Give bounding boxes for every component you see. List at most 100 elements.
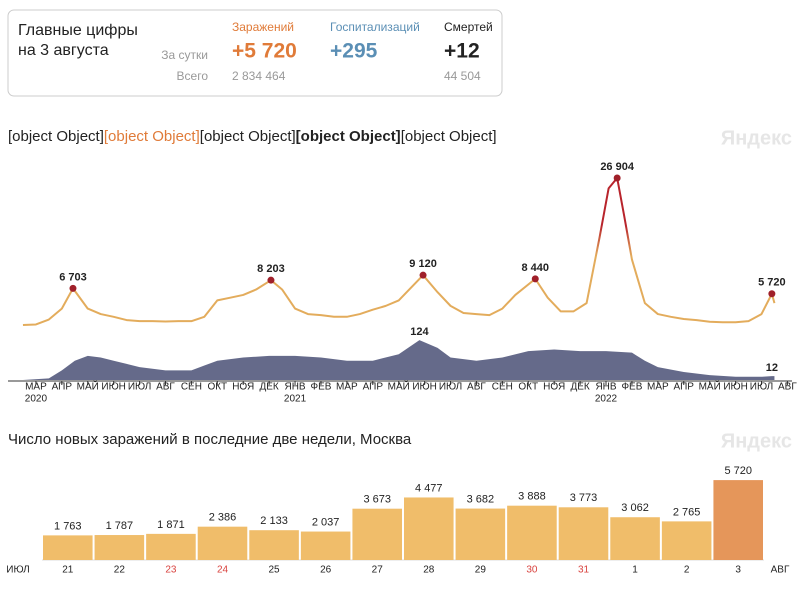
bar-value-label: 1 787 <box>106 520 134 532</box>
bar-value-label: 1 871 <box>157 519 185 531</box>
peak-label: 6 703 <box>59 271 87 283</box>
bar <box>43 535 93 560</box>
x-tick-label: 27 <box>372 565 384 576</box>
chart-title: [object Object][object Object][object Ob… <box>8 128 497 145</box>
bar <box>661 521 712 560</box>
bar-value-label: 2 133 <box>260 515 288 527</box>
bar <box>352 508 402 560</box>
summary-title: Главные цифры <box>18 22 138 39</box>
bar-value-label: 3 682 <box>467 493 495 505</box>
row-label: За сутки <box>161 48 208 62</box>
x-tick-label: ИЮН <box>412 382 437 393</box>
bar <box>300 531 351 560</box>
x-tick-label: СЕН <box>492 382 513 393</box>
x-tick-label: 28 <box>423 565 435 576</box>
bar-value-label: 3 773 <box>570 492 598 504</box>
x-tick-label: ДЕК <box>259 382 278 393</box>
peak-label: 8 440 <box>522 262 550 274</box>
x-tick-label: 25 <box>269 565 281 576</box>
peak-label: 5 720 <box>758 277 786 289</box>
peak-dot <box>69 284 77 292</box>
bar <box>197 526 248 560</box>
bar <box>507 505 557 560</box>
x-tick-label: 22 <box>114 565 126 576</box>
column-name: Госпитализаций <box>330 20 420 34</box>
x-tick-label: АПР <box>674 382 695 393</box>
title-part: [object Object] <box>200 128 296 145</box>
x-tick-label: ОКТ <box>518 382 538 393</box>
peak-label: 9 120 <box>409 258 437 270</box>
x-tick-label: ИЮН <box>101 382 126 393</box>
summary-title: на 3 августа <box>18 42 109 59</box>
x-tick-label: МАЙ <box>77 380 99 393</box>
x-tick-label: 30 <box>526 565 538 576</box>
bar <box>558 507 609 560</box>
row-label: Всего <box>177 69 209 83</box>
peak-dot <box>531 275 539 283</box>
x-tick-label: 23 <box>165 565 177 576</box>
infections-line <box>22 176 776 326</box>
x-tick-label: МАР <box>647 382 669 393</box>
bar-value-label: 3 888 <box>518 491 546 503</box>
x-tick-label: 26 <box>320 565 332 576</box>
x-tick-label: ИЮЛ <box>750 382 773 393</box>
x-tick-label: 31 <box>578 565 590 576</box>
bar <box>94 535 145 560</box>
x-tick-label: МАЙ <box>699 380 721 393</box>
title-part: [object Object] <box>401 128 497 145</box>
bar-value-label: 2 765 <box>673 506 701 518</box>
x-tick-label: ФЕВ <box>621 382 642 393</box>
year-label: 2021 <box>284 394 307 405</box>
daily-value: +295 <box>330 40 378 63</box>
x-tick-label: 2 <box>684 565 690 576</box>
x-tick-label: АВГ <box>778 382 797 393</box>
x-tick-label: ИЮЛ <box>439 382 462 393</box>
x-tick-label: АВГ <box>467 382 486 393</box>
x-tick-label: ИЮН <box>723 382 748 393</box>
bar-value-label: 3 062 <box>621 502 649 514</box>
watermark: Яндекс <box>721 127 792 149</box>
axis-start-label: ИЮЛ <box>6 565 29 576</box>
x-tick-label: ФЕВ <box>310 382 331 393</box>
bar-value-label: 3 673 <box>363 494 391 506</box>
x-tick-label: ЯНВ <box>284 382 305 393</box>
x-tick-label: МАР <box>25 382 47 393</box>
bar-value-label: 5 720 <box>724 465 752 477</box>
summary-card <box>7 9 503 97</box>
bar <box>249 530 299 560</box>
column-name: Заражений <box>232 20 294 34</box>
deaths-peak-label: 124 <box>410 326 429 338</box>
title-part: [object Object] <box>296 128 401 145</box>
title-part: [object Object] <box>8 128 104 145</box>
x-tick-label: АВГ <box>156 382 175 393</box>
x-tick-label: ИЮЛ <box>128 382 151 393</box>
peak-label: 8 203 <box>257 263 285 275</box>
peak-dot <box>768 290 776 298</box>
bar-value-label: 2 037 <box>312 516 340 528</box>
x-tick-label: ОКТ <box>207 382 227 393</box>
x-tick-label: МАЙ <box>388 380 410 393</box>
x-tick-label: СЕН <box>181 382 202 393</box>
bar <box>146 533 196 560</box>
daily-value: +12 <box>444 40 480 63</box>
column-name: Смертей <box>444 20 493 34</box>
bar-value-label: 4 477 <box>415 482 443 494</box>
chart-title: Число новых заражений в последние две не… <box>8 431 412 448</box>
bar-value-label: 2 386 <box>209 512 237 524</box>
x-tick-label: 3 <box>735 565 741 576</box>
deaths-area <box>22 340 775 380</box>
deaths-peak-label: 12 <box>766 362 778 374</box>
x-tick-label: МАР <box>336 382 358 393</box>
total-value: 2 834 464 <box>232 69 286 83</box>
peak-label: 26 904 <box>600 161 635 173</box>
bar <box>404 497 454 560</box>
year-label: 2022 <box>595 394 618 405</box>
x-tick-label: НОЯ <box>543 382 565 393</box>
bar <box>455 508 506 560</box>
x-tick-label: АПР <box>52 382 73 393</box>
title-part: [object Object] <box>104 128 200 145</box>
total-value: 44 504 <box>444 69 481 83</box>
x-tick-label: 21 <box>62 565 74 576</box>
peak-dot <box>613 174 621 182</box>
